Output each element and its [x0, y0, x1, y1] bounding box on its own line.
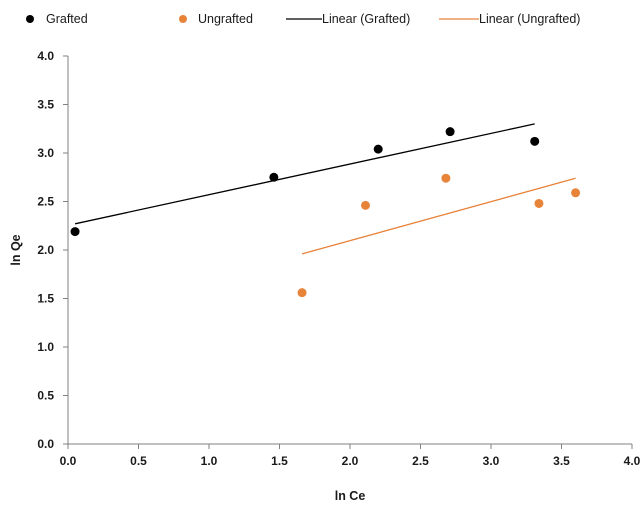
x-tick-label: 2.0	[342, 454, 359, 468]
y-tick-label: 3.5	[37, 98, 54, 112]
y-tick-label: 3.0	[37, 146, 54, 160]
y-tick-label: 2.0	[37, 243, 54, 257]
legend-label-linear-ungrafted: Linear (Ungrafted)	[479, 12, 580, 26]
x-tick-label: 2.5	[412, 454, 429, 468]
point-ungrafted	[297, 288, 307, 298]
legend-item-grafted: Grafted	[26, 12, 88, 26]
point-ungrafted	[571, 188, 581, 198]
point-grafted	[530, 136, 540, 146]
legend-label-linear-grafted: Linear (Grafted)	[322, 12, 410, 26]
legend: Grafted Ungrafted Linear (Grafted) Linea…	[26, 12, 580, 26]
data-points	[70, 127, 581, 298]
trendline-linear-grafted	[74, 123, 535, 225]
legend-item-ungrafted: Ungrafted	[179, 12, 253, 26]
x-tick-label: 1.5	[271, 454, 288, 468]
trendlines	[74, 123, 576, 255]
point-ungrafted	[441, 173, 451, 183]
legend-item-linear-ungrafted: Linear (Ungrafted)	[439, 12, 580, 26]
legend-item-linear-grafted: Linear (Grafted)	[286, 12, 410, 26]
point-grafted	[373, 144, 383, 154]
y-tick-label: 0.5	[37, 389, 54, 403]
point-grafted	[445, 127, 455, 137]
x-tick-label: 3.5	[553, 454, 570, 468]
x-tick-label: 0.0	[60, 454, 77, 468]
point-grafted	[269, 172, 279, 182]
y-tick-label: 4.0	[37, 49, 54, 63]
y-tick-label: 2.5	[37, 195, 54, 209]
legend-marker-grafted	[26, 15, 34, 23]
point-ungrafted	[361, 200, 371, 210]
point-ungrafted	[534, 198, 544, 208]
x-tick-label: 0.5	[130, 454, 147, 468]
legend-label-ungrafted: Ungrafted	[198, 12, 253, 26]
y-axis-title: ln Qe	[9, 234, 23, 265]
x-tick-label: 1.0	[201, 454, 218, 468]
legend-label-grafted: Grafted	[46, 12, 88, 26]
legend-marker-ungrafted	[179, 15, 187, 23]
y-tick-label: 1.5	[37, 292, 54, 306]
x-axis-title: ln Ce	[335, 489, 366, 503]
y-tick-label: 1.0	[37, 340, 54, 354]
y-tick-label: 0.0	[37, 437, 54, 451]
point-grafted	[70, 227, 80, 237]
x-tick-label: 3.0	[483, 454, 500, 468]
x-tick-label: 4.0	[624, 454, 641, 468]
y-axis-ticks: 0.0 0.5 1.0 1.5 2.0 2.5 3.0 3.5 4.0	[37, 49, 68, 451]
trendline-linear-ungrafted	[301, 177, 576, 255]
x-axis-ticks: 0.0 0.5 1.0 1.5 2.0 2.5 3.0 3.5 4.0	[60, 444, 641, 468]
